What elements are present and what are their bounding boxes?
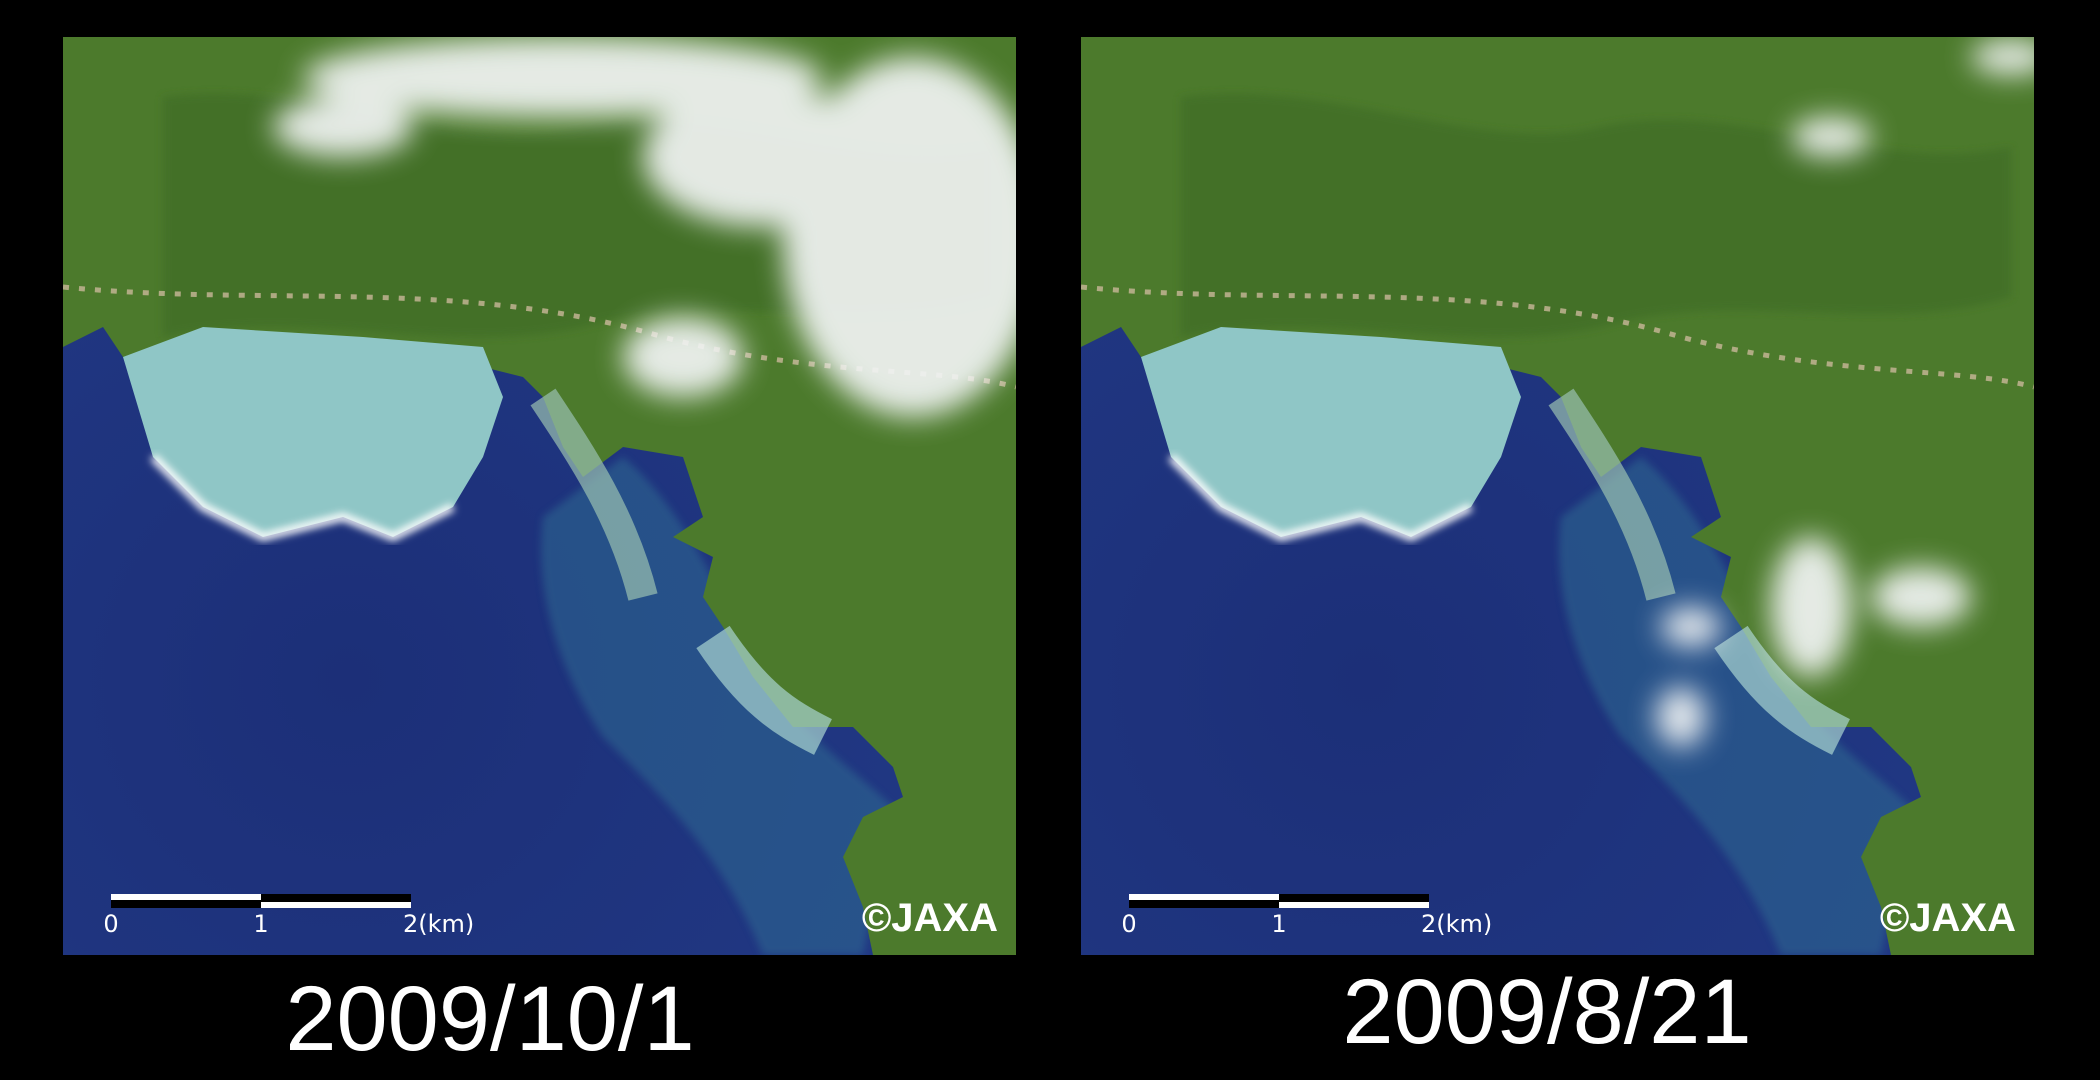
scale-label: 1 <box>1271 910 1286 938</box>
scale-label: 2(km) <box>1421 910 1492 938</box>
credit: ©JAXA <box>862 896 998 940</box>
scale-label: 0 <box>103 910 118 938</box>
scale-label: 0 <box>1121 910 1136 938</box>
scale-label: 1 <box>253 910 268 938</box>
satellite-image: 0 1 2(km) ©JAXA <box>1081 37 2034 955</box>
satellite-image: 0 1 2(km) ©JAXA <box>63 37 1016 955</box>
scale-label: 2(km) <box>403 910 474 938</box>
scale-bar <box>1129 894 1429 908</box>
image-date: 2009/8/21 <box>1342 961 1751 1063</box>
scale-bar <box>111 894 411 908</box>
image-date: 2009/10/1 <box>285 968 694 1070</box>
credit: ©JAXA <box>1880 896 2016 940</box>
